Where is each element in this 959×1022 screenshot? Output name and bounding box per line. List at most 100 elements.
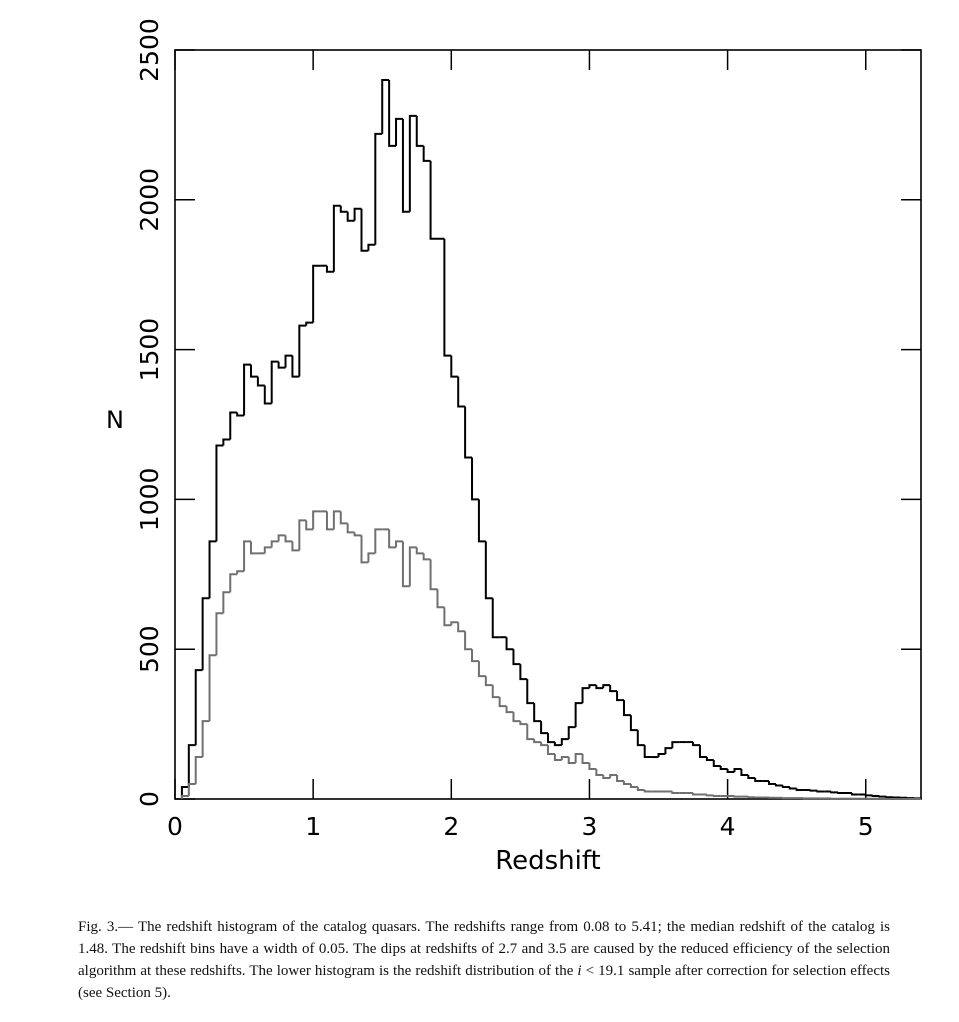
- histogram-bin: [346, 523, 355, 534]
- histogram-bin: [187, 783, 196, 797]
- y-tick-label: 1000: [135, 468, 164, 532]
- histogram-bin: [622, 700, 631, 717]
- histogram-bin: [816, 790, 825, 793]
- histogram-bin: [547, 733, 555, 744]
- histogram-bin: [636, 730, 645, 747]
- histogram-bin: [360, 208, 369, 252]
- histogram-bin: [298, 324, 307, 377]
- histogram-bin: [574, 702, 583, 728]
- histogram-bin: [788, 787, 797, 790]
- y-tick-label: 1500: [135, 318, 164, 382]
- histogram-bin: [595, 685, 604, 690]
- histogram-bin: [270, 360, 279, 404]
- histogram-bin: [768, 781, 776, 786]
- histogram-bin: [567, 726, 576, 740]
- histogram-bin: [305, 321, 314, 326]
- histogram-bin: [339, 511, 348, 525]
- histogram-bin: [194, 669, 203, 746]
- histogram-bin: [754, 778, 763, 783]
- histogram-bin: [284, 535, 293, 543]
- x-tick-label: 5: [858, 812, 874, 841]
- histogram-bin: [401, 541, 410, 588]
- histogram-bin: [629, 715, 638, 732]
- histogram-bin: [422, 145, 431, 162]
- histogram-bin: [408, 546, 417, 587]
- histogram-bin: [795, 788, 804, 792]
- histogram-bin: [277, 361, 286, 369]
- histogram-bin: [298, 519, 307, 551]
- plot-frame: [174, 49, 922, 800]
- histogram-bin: [277, 534, 286, 542]
- histogram-bin: [464, 631, 473, 651]
- x-axis-label: Redshift: [495, 846, 601, 876]
- histogram-bin: [733, 768, 742, 773]
- histogram-bin: [291, 541, 300, 552]
- histogram-bin: [208, 654, 217, 722]
- histogram-bin: [512, 649, 521, 666]
- histogram-bin: [249, 364, 258, 378]
- histogram-bin: [740, 769, 749, 777]
- histogram-bin: [581, 754, 590, 765]
- histogram-bin: [325, 511, 334, 531]
- histogram-bin: [878, 795, 887, 798]
- histogram-bin: [664, 747, 673, 755]
- chart: Redshift N 0 1 2 3 4 5 0 500 1000 1500 2000 2500: [106, 18, 922, 876]
- histogram-bin: [864, 794, 873, 797]
- histogram-bin: [553, 742, 562, 747]
- histogram-bin: [609, 774, 618, 779]
- caption: Fig. 3.— The redshift histogram of the c…: [78, 916, 890, 1004]
- histogram-bin: [588, 763, 597, 771]
- y-tick-label: 2500: [135, 18, 164, 82]
- histogram-bin: [567, 757, 576, 765]
- histogram-bin: [705, 794, 714, 797]
- histogram-bin: [850, 793, 859, 796]
- histogram-bin: [229, 573, 238, 593]
- histogram-bin: [443, 238, 452, 357]
- histogram-bin: [194, 756, 203, 785]
- histogram-bin: [733, 795, 742, 798]
- histogram-bin: [671, 741, 680, 749]
- y-tick-label: 0: [135, 791, 164, 807]
- histogram-bin: [367, 552, 376, 563]
- histogram-bin: [698, 745, 707, 759]
- histogram-bin: [602, 775, 611, 780]
- histogram-bin: [415, 115, 424, 147]
- histogram-bin: [429, 160, 438, 240]
- histogram-bin: [256, 376, 265, 387]
- histogram-bin: [547, 745, 555, 756]
- histogram-bin: [360, 535, 369, 564]
- histogram-bin: [236, 570, 245, 575]
- histogram-bin: [325, 265, 334, 273]
- histogram-bin: [747, 775, 756, 780]
- histogram-bin: [312, 264, 321, 323]
- histogram-bin: [871, 795, 880, 798]
- histogram-bin: [180, 795, 189, 799]
- histogram-bin: [367, 243, 376, 251]
- histogram-bin: [243, 540, 251, 572]
- histogram-bin: [533, 703, 542, 723]
- histogram-bin: [464, 406, 473, 459]
- histogram-bin: [553, 754, 562, 762]
- caption-text: < 19.1 sample after correction for selec…: [78, 963, 890, 1001]
- histogram-bin: [616, 691, 624, 702]
- histogram-bin: [436, 589, 445, 609]
- histogram-bin: [471, 457, 479, 501]
- histogram-bin: [346, 211, 355, 222]
- histogram-bin: [609, 685, 618, 693]
- histogram-bin: [491, 598, 500, 639]
- histogram-bin: [457, 376, 466, 408]
- histogram-bin: [692, 742, 700, 747]
- histogram-bin: [222, 591, 231, 614]
- histogram-bin: [201, 720, 210, 758]
- histogram-bin: [588, 684, 597, 689]
- histogram-bin: [222, 438, 231, 446]
- histogram-bin: [284, 354, 293, 368]
- histogram-bin: [643, 790, 652, 793]
- histogram-bin: [457, 622, 466, 633]
- histogram-bin: [388, 529, 397, 549]
- histogram-bin: [401, 118, 410, 213]
- histogram-bin: [471, 649, 479, 663]
- histogram-bin: [443, 607, 452, 627]
- histogram-bin: [236, 412, 245, 417]
